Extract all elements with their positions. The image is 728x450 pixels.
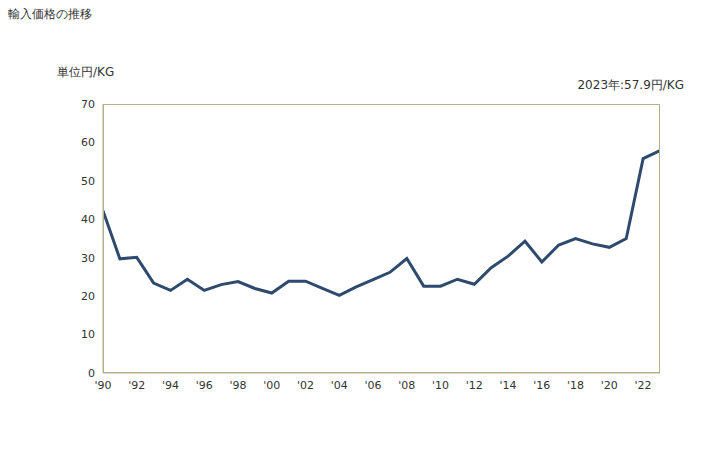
svg-text:'00: '00 bbox=[263, 379, 280, 392]
svg-text:'04: '04 bbox=[331, 379, 348, 392]
svg-text:'10: '10 bbox=[432, 379, 449, 392]
svg-text:'02: '02 bbox=[297, 379, 314, 392]
svg-text:'22: '22 bbox=[635, 379, 652, 392]
svg-text:0: 0 bbox=[88, 367, 95, 380]
html-text:2023年:57.9円/KG: 2023年:57.9円/KG bbox=[577, 78, 684, 92]
svg-text:'90: '90 bbox=[94, 379, 111, 392]
svg-text:60: 60 bbox=[81, 136, 95, 149]
html-text:単位円/KG: 単位円/KG bbox=[57, 65, 115, 79]
svg-text:'14: '14 bbox=[500, 379, 517, 392]
svg-text:10: 10 bbox=[81, 328, 95, 341]
svg-text:30: 30 bbox=[81, 252, 95, 265]
svg-text:40: 40 bbox=[81, 213, 95, 226]
svg-text:'06: '06 bbox=[365, 379, 382, 392]
svg-text:'92: '92 bbox=[128, 379, 145, 392]
svg-text:'94: '94 bbox=[162, 379, 179, 392]
svg-text:20: 20 bbox=[81, 290, 95, 303]
svg-text:70: 70 bbox=[81, 98, 95, 111]
svg-text:'20: '20 bbox=[601, 379, 618, 392]
svg-text:'08: '08 bbox=[398, 379, 415, 392]
svg-text:'16: '16 bbox=[533, 379, 550, 392]
svg-text:'98: '98 bbox=[230, 379, 247, 392]
svg-text:50: 50 bbox=[81, 175, 95, 188]
html-text:輸入価格の推移: 輸入価格の推移 bbox=[8, 7, 92, 21]
svg-text:'18: '18 bbox=[567, 379, 584, 392]
svg-text:'96: '96 bbox=[196, 379, 213, 392]
svg-text:'12: '12 bbox=[466, 379, 483, 392]
